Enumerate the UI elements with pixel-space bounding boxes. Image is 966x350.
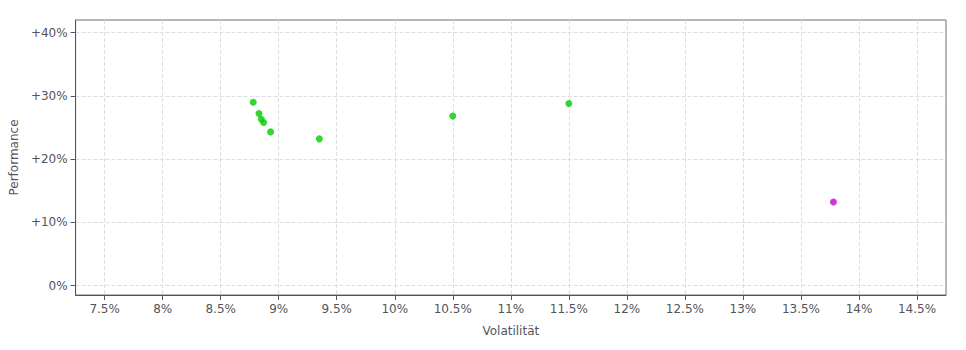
svg-text:7.5%: 7.5% <box>89 302 120 316</box>
svg-text:11%: 11% <box>497 302 524 316</box>
svg-text:0%: 0% <box>49 279 68 293</box>
svg-text:12.5%: 12.5% <box>666 302 704 316</box>
svg-text:+30%: +30% <box>31 89 68 103</box>
svg-text:14.5%: 14.5% <box>898 302 936 316</box>
svg-text:+40%: +40% <box>31 26 68 40</box>
svg-text:10%: 10% <box>381 302 408 316</box>
svg-text:14%: 14% <box>846 302 873 316</box>
svg-text:12%: 12% <box>614 302 641 316</box>
svg-text:8%: 8% <box>153 302 172 316</box>
svg-text:+20%: +20% <box>31 152 68 166</box>
svg-text:13.5%: 13.5% <box>782 302 820 316</box>
svg-text:Volatilität: Volatilität <box>482 324 539 338</box>
svg-text:8.5%: 8.5% <box>205 302 236 316</box>
svg-text:11.5%: 11.5% <box>550 302 588 316</box>
svg-text:9.5%: 9.5% <box>321 302 352 316</box>
svg-text:13%: 13% <box>730 302 757 316</box>
svg-text:9%: 9% <box>269 302 288 316</box>
svg-text:Performance: Performance <box>7 119 21 195</box>
svg-text:10.5%: 10.5% <box>434 302 472 316</box>
svg-text:+10%: +10% <box>31 215 68 229</box>
